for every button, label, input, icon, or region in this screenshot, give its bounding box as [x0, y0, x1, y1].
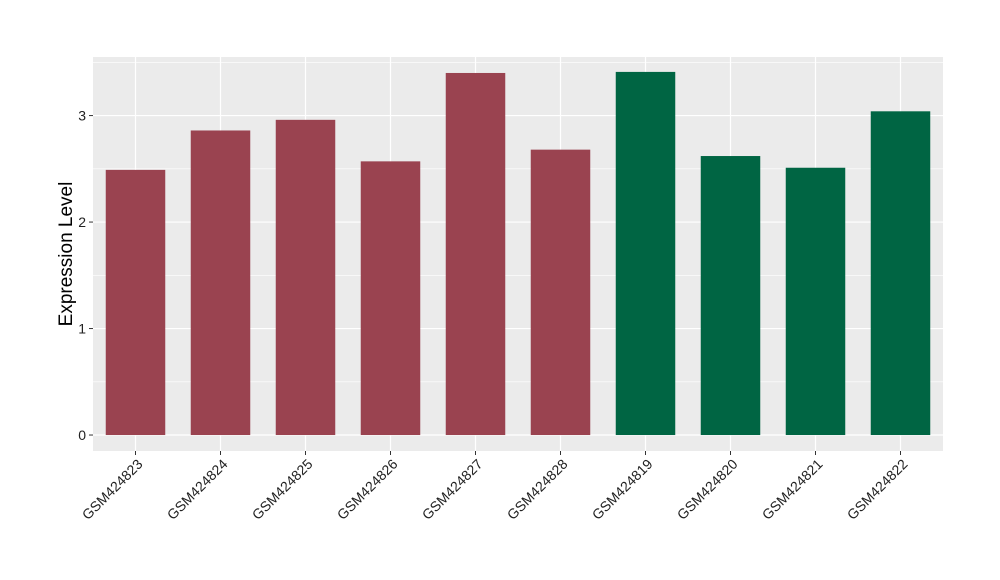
bar-GSM424828 — [530, 149, 591, 436]
bar-GSM424827 — [445, 72, 506, 436]
x-tick-label: GSM424820 — [674, 456, 741, 523]
y-axis-label: Expression Level — [56, 182, 77, 327]
x-tick-label: GSM424824 — [164, 456, 231, 523]
bar-GSM424824 — [190, 130, 251, 436]
x-tick-label: GSM424828 — [504, 456, 571, 523]
bars — [105, 71, 931, 436]
y-tick-label: 1 — [78, 321, 86, 337]
bar-GSM424821 — [785, 167, 846, 436]
x-tick-label: GSM424827 — [419, 456, 486, 523]
bar-GSM424826 — [360, 161, 421, 436]
x-tick-label: GSM424823 — [79, 456, 146, 523]
x-tick-label: GSM424819 — [589, 456, 656, 523]
y-tick-label: 0 — [78, 427, 86, 443]
x-tick-label: GSM424825 — [249, 456, 316, 523]
bar-GSM424822 — [870, 111, 931, 436]
y-tick-label: 3 — [78, 108, 86, 124]
bar-GSM424825 — [275, 119, 336, 436]
bar-GSM424819 — [615, 71, 676, 436]
x-axis-ticks: GSM424823 GSM424824 GSM424825 GSM424826 GSM4… — [79, 451, 911, 523]
bar-GSM424823 — [105, 169, 166, 436]
x-tick-label: GSM424826 — [334, 456, 401, 523]
y-tick-label: 2 — [78, 214, 86, 230]
bar-GSM424820 — [700, 156, 761, 436]
x-tick-label: GSM424821 — [759, 456, 826, 523]
x-tick-label: GSM424822 — [844, 456, 911, 523]
y-axis-ticks: 0 1 2 3 — [78, 108, 93, 443]
